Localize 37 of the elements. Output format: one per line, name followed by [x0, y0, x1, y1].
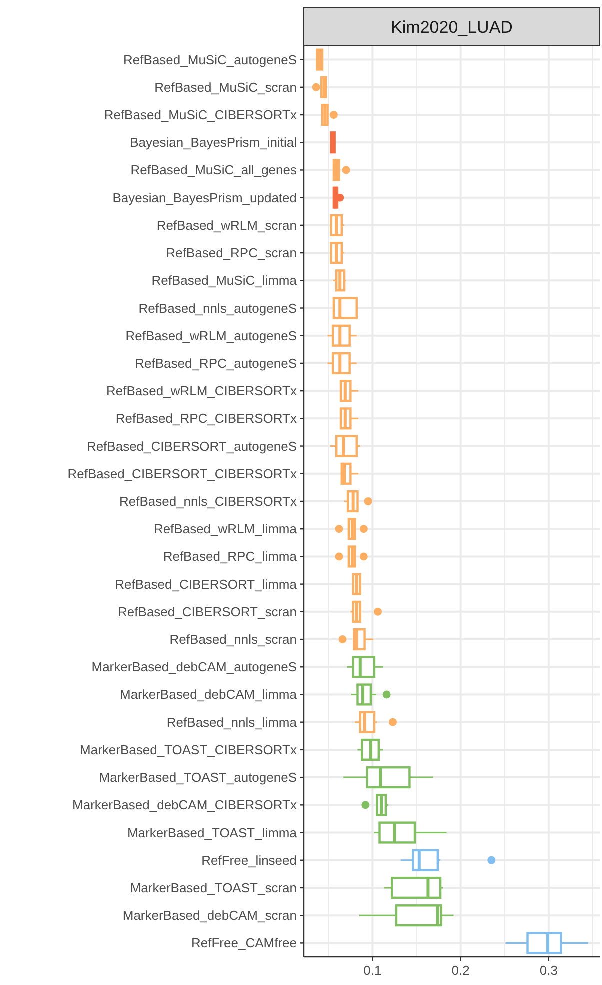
y-tick-label: RefBased_RPC_limma — [163, 549, 298, 564]
y-tick-label: RefBased_CIBERSORT_autogeneS — [86, 438, 298, 454]
y-tick-label: RefBased_wRLM_limma — [154, 522, 298, 537]
y-tick-label: RefBased_MuSiC_CIBERSORTx — [104, 108, 298, 123]
y-tick-label: MarkerBased_debCAM_autogeneS — [92, 660, 298, 675]
y-tick-label: RefBased_CIBERSORT_CIBERSORTx — [68, 466, 298, 482]
y-tick-label: RefBased_wRLM_scran — [156, 218, 297, 233]
y-tick-label: MarkerBased_debCAM_CIBERSORTx — [72, 798, 298, 813]
x-tick-label: 0.1 — [364, 963, 382, 978]
y-tick-label: RefBased_RPC_CIBERSORTx — [116, 411, 298, 426]
y-tick-label: RefBased_CIBERSORT_scran — [118, 604, 297, 620]
y-tick-label: MarkerBased_TOAST_autogeneS — [99, 770, 298, 786]
y-tick-label: RefBased_RPC_autogeneS — [135, 356, 298, 371]
y-tick-label: RefBased_MuSiC_limma — [152, 273, 298, 288]
chart-title: Kim2020_LUAD — [391, 18, 513, 37]
x-tick-label: 0.2 — [452, 963, 470, 978]
y-tick-label: RefBased_nnls_limma — [166, 714, 298, 730]
y-tick-label: MarkerBased_TOAST_CIBERSORTx — [80, 742, 298, 758]
y-tick-label: RefBased_CIBERSORT_limma — [115, 576, 298, 592]
y-tick-label: RefBased_wRLM_autogeneS — [126, 328, 298, 344]
y-tick-label: MarkerBased_TOAST_scran — [130, 880, 297, 896]
x-tick-label: 0.3 — [540, 963, 558, 978]
y-tick-label: RefBased_nnls_autogeneS — [138, 300, 298, 316]
y-tick-label: RefBased_nnls_CIBERSORTx — [119, 494, 298, 509]
y-tick-label: RefBased_wRLM_CIBERSORTx — [106, 384, 298, 399]
y-tick-label: MarkerBased_debCAM_limma — [120, 687, 298, 702]
y-tick-label: MarkerBased_TOAST_limma — [127, 825, 298, 840]
y-tick-label: RefBased_nnls_scran — [170, 632, 297, 648]
y-tick-label: RefBased_MuSiC_scran — [154, 80, 297, 95]
y-tick-label: RefBased_MuSiC_all_genes — [130, 162, 298, 178]
y-tick-label: MarkerBased_debCAM_scran — [122, 908, 297, 924]
y-tick-label: RefBased_MuSiC_autogeneS — [124, 52, 298, 68]
y-tick-label: RefFree_CAMfree — [192, 936, 297, 951]
y-tick-label: RefBased_RPC_scran — [166, 246, 297, 261]
y-tick-label: Bayesian_BayesPrism_updated — [112, 190, 297, 206]
y-tick-label: RefFree_linseed — [202, 852, 297, 868]
y-tick-label: Bayesian_BayesPrism_initial — [130, 135, 298, 150]
